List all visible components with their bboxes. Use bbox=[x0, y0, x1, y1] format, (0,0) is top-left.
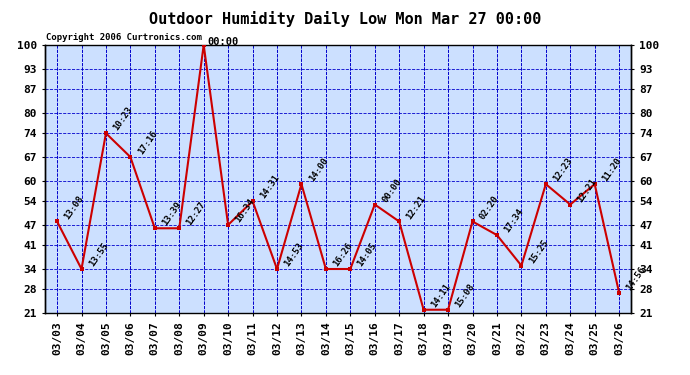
Text: 10:23: 10:23 bbox=[112, 105, 135, 132]
Text: 14:53: 14:53 bbox=[283, 241, 306, 268]
Text: 00:00: 00:00 bbox=[208, 37, 239, 47]
Text: 13:55: 13:55 bbox=[87, 241, 110, 268]
Text: 12:21: 12:21 bbox=[405, 194, 428, 221]
Text: 15:25: 15:25 bbox=[527, 238, 550, 265]
Text: 12:27: 12:27 bbox=[185, 200, 208, 228]
Text: 13:08: 13:08 bbox=[63, 194, 86, 221]
Text: 14:11: 14:11 bbox=[429, 282, 452, 309]
Text: 12:21: 12:21 bbox=[576, 177, 599, 204]
Text: 15:08: 15:08 bbox=[453, 282, 476, 309]
Text: 14:31: 14:31 bbox=[258, 173, 281, 200]
Text: 14:05: 14:05 bbox=[356, 241, 379, 268]
Text: Outdoor Humidity Daily Low Mon Mar 27 00:00: Outdoor Humidity Daily Low Mon Mar 27 00… bbox=[149, 11, 541, 27]
Text: 16:26: 16:26 bbox=[331, 241, 354, 268]
Text: 12:23: 12:23 bbox=[551, 156, 574, 183]
Text: 14:00: 14:00 bbox=[307, 156, 330, 183]
Text: 02:20: 02:20 bbox=[478, 194, 501, 221]
Text: 17:34: 17:34 bbox=[502, 207, 525, 234]
Text: 11:20: 11:20 bbox=[600, 156, 623, 183]
Text: 13:39: 13:39 bbox=[160, 200, 183, 228]
Text: 16:34: 16:34 bbox=[234, 197, 257, 224]
Text: Copyright 2006 Curtronics.com: Copyright 2006 Curtronics.com bbox=[46, 33, 202, 42]
Text: 14:56: 14:56 bbox=[624, 265, 647, 292]
Text: 00:00: 00:00 bbox=[380, 177, 403, 204]
Text: 17:16: 17:16 bbox=[136, 129, 159, 156]
